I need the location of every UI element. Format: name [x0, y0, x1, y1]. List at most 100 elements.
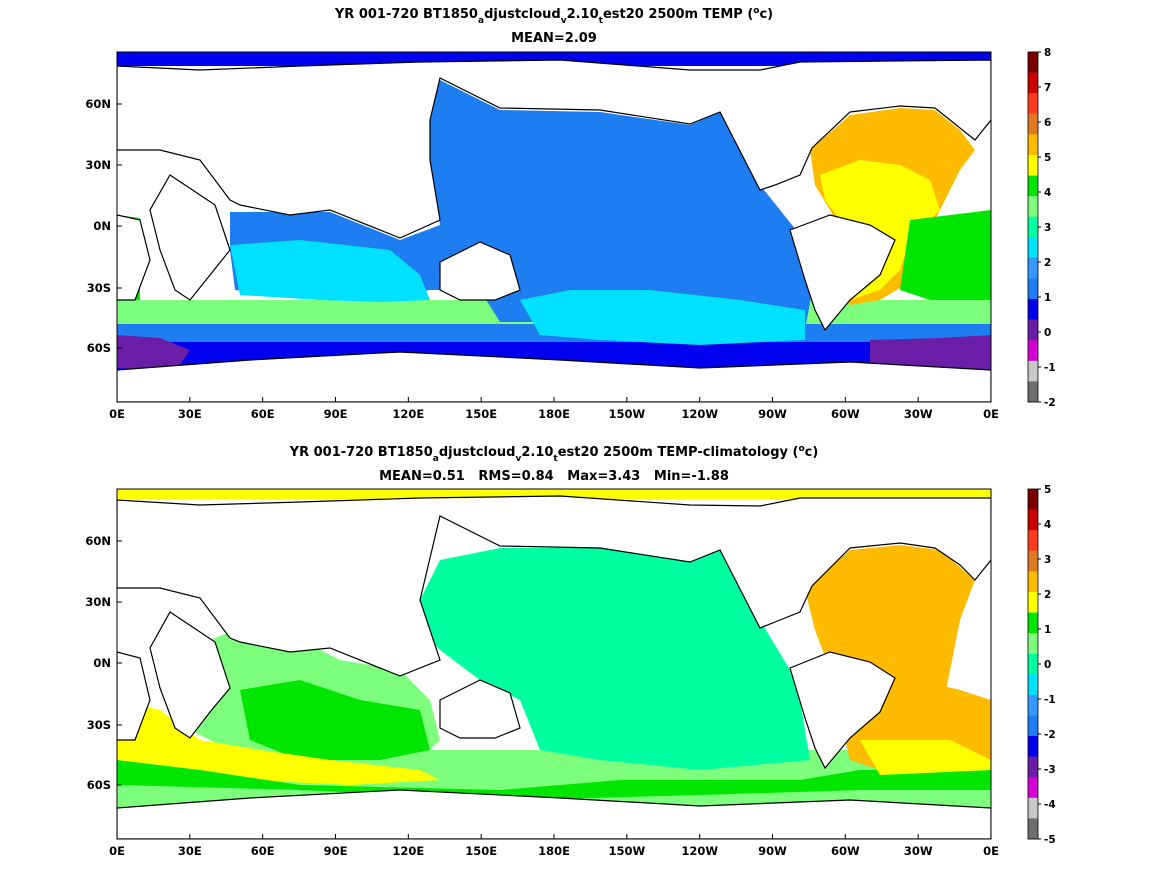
colorbar-segment — [1028, 196, 1038, 218]
northern-continents — [117, 59, 991, 239]
x-tick-label: 180E — [538, 407, 570, 421]
y-tick-label: 60S — [87, 778, 111, 792]
colorbar-tick-label: 5 — [1044, 152, 1051, 164]
colorbar-segment — [1028, 360, 1038, 382]
colorbar-tick-label: 7 — [1044, 82, 1051, 94]
x-tick-label: 150E — [465, 844, 497, 858]
arctic-band — [117, 52, 991, 66]
colorbar-segment — [1028, 818, 1038, 840]
colorbar-tick-label: 3 — [1044, 554, 1051, 566]
x-tick-label: 0E — [983, 407, 999, 421]
colorbar-bottom: 5 4 3 2 1 0 -1 -2 -3 -4 -5 — [1027, 484, 1056, 846]
colorbar-tick-label: 3 — [1044, 222, 1051, 234]
x-tick-label: 0E — [983, 844, 999, 858]
africa — [149, 611, 231, 739]
x-tick-label: 120E — [392, 844, 424, 858]
pacific — [410, 548, 810, 770]
x-axis-top: 0E 30E 60E 90E 120E 150E 180E 150W 120W 90W 60W 30W… — [109, 397, 999, 421]
australia — [439, 679, 521, 739]
y-tick-label: 0N — [93, 656, 111, 670]
colorbar-tick-label: -1 — [1044, 362, 1056, 374]
weddell-left — [117, 335, 190, 370]
x-tick-label: 150W — [608, 844, 645, 858]
weddell-right — [870, 335, 991, 372]
y-tick-label: 60N — [85, 534, 111, 548]
x-tick-label: 0E — [109, 407, 125, 421]
colorbar-segment — [1028, 93, 1038, 115]
colorbar-segment — [1028, 52, 1038, 73]
panel-bottom: YR 001-720 BT1850adjustcloudv2.10test20 … — [85, 444, 1055, 858]
atlantic-south-yellow — [860, 740, 991, 775]
y-tick-label: 60N — [85, 97, 111, 111]
y-tick-label: 60S — [87, 341, 111, 355]
colorbar-segment — [1028, 489, 1038, 510]
colorbar-tick-label: -2 — [1044, 729, 1056, 741]
south-america — [789, 651, 896, 770]
x-tick-label: 120W — [681, 407, 718, 421]
colorbar-segment — [1028, 715, 1038, 737]
colorbar-segment — [1028, 237, 1038, 259]
x-tick-label: 60E — [251, 407, 275, 421]
antarctica — [117, 351, 991, 402]
colorbar-segment — [1028, 530, 1038, 552]
colorbar-tick-label: 4 — [1044, 519, 1051, 531]
x-tick-label: 30E — [178, 407, 202, 421]
colorbar-segment — [1028, 154, 1038, 176]
x-tick-label: 30E — [178, 844, 202, 858]
australia — [439, 241, 521, 301]
colorbar-segment — [1028, 550, 1038, 572]
northern-continents — [117, 495, 991, 677]
colorbar-segment — [1028, 216, 1038, 238]
colorbar-tick-label: 1 — [1044, 292, 1051, 304]
colorbar-tick-label: -2 — [1044, 397, 1056, 409]
colorbar-tick-label: -1 — [1044, 694, 1056, 706]
colorbar-tick-label: 6 — [1044, 117, 1051, 129]
x-tick-label: 120E — [392, 407, 424, 421]
y-axis-bottom: 60N 30N 0N 30S 60S — [85, 534, 122, 792]
colorbar-tick-label: 2 — [1044, 589, 1051, 601]
x-tick-label: 30W — [904, 407, 933, 421]
y-tick-label: 30S — [87, 718, 111, 732]
x-tick-label: 150E — [465, 407, 497, 421]
colorbar-segment — [1028, 509, 1038, 531]
indian-green — [240, 680, 430, 760]
south-america — [789, 214, 896, 332]
x-tick-label: 60W — [831, 407, 860, 421]
x-tick-label: 90E — [324, 407, 348, 421]
colorbar-top: 8 7 6 5 4 3 2 1 0 -1 -2 — [1027, 47, 1056, 409]
africa — [149, 174, 231, 301]
colorbar-tick-label: 4 — [1044, 187, 1051, 199]
antarctica — [117, 789, 991, 839]
colorbar-tick-label: 8 — [1044, 47, 1051, 59]
colorbar-segment — [1028, 340, 1038, 362]
x-tick-label: 180E — [538, 844, 570, 858]
map-top — [117, 52, 991, 402]
colorbar-segment — [1028, 72, 1038, 94]
panel-top: YR 001-720 BT1850adjustcloudv2.10test20 … — [85, 6, 1055, 421]
x-tick-label: 60E — [251, 844, 275, 858]
colorbar-segment — [1028, 736, 1038, 757]
x-tick-label: 120W — [681, 844, 718, 858]
colorbar-segment — [1028, 612, 1038, 634]
colorbar-segment — [1028, 381, 1038, 403]
x-tick-label: 90W — [758, 407, 787, 421]
x-tick-label: 60W — [831, 844, 860, 858]
colorbar-tick-label: 1 — [1044, 624, 1051, 636]
colorbar-tick-label: 0 — [1044, 659, 1051, 671]
africa-west — [117, 651, 151, 741]
colorbar-segment — [1028, 113, 1038, 135]
y-tick-label: 0N — [93, 219, 111, 233]
x-tick-label: 90E — [324, 844, 348, 858]
panel-top-subtitle: MEAN=2.09 — [511, 31, 597, 46]
colorbar-segment — [1028, 694, 1038, 716]
x-tick-label: 30W — [904, 844, 933, 858]
colorbar-segment — [1028, 797, 1038, 819]
colorbar-segment — [1028, 571, 1038, 593]
atlantic-south — [900, 210, 991, 300]
y-axis-top: 60N 30N 0N 30S 60S — [85, 97, 122, 355]
panel-bottom-subtitle: MEAN=0.51 RMS=0.84 Max=3.43 Min=-1.88 — [379, 469, 729, 484]
colorbar-segment — [1028, 633, 1038, 655]
colorbar-segment — [1028, 278, 1038, 300]
y-tick-label: 30N — [85, 158, 111, 172]
colorbar-tick-label: 5 — [1044, 484, 1051, 496]
